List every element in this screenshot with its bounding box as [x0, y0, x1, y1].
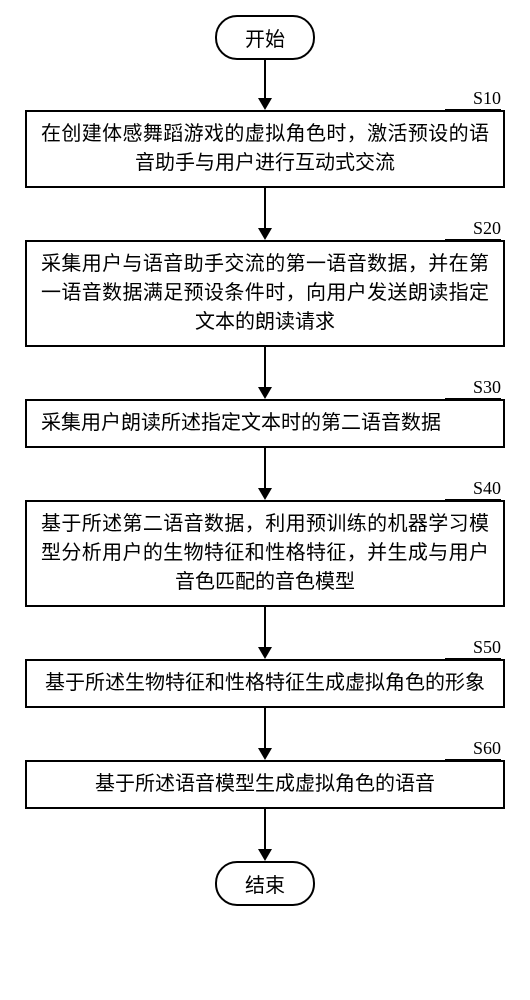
step-id-label: S40	[473, 478, 501, 499]
arrow	[258, 607, 272, 659]
process-box: 基于所述语音模型生成虚拟角色的语音	[25, 760, 505, 809]
arrow	[258, 708, 272, 760]
start-terminal: 开始	[215, 15, 315, 60]
process-box: 基于所述生物特征和性格特征生成虚拟角色的形象	[25, 659, 505, 708]
step-id-text: S20	[473, 218, 501, 238]
arrow-head-icon	[258, 387, 272, 399]
process-step: S60基于所述语音模型生成虚拟角色的语音	[25, 760, 505, 809]
arrow-line	[264, 708, 266, 748]
arrow-head-icon	[258, 228, 272, 240]
step-id-underline	[445, 398, 501, 399]
steps-mount: S10在创建体感舞蹈游戏的虚拟角色时，激活预设的语音助手与用户进行互动式交流 S2…	[25, 60, 505, 809]
arrow-line	[264, 448, 266, 488]
process-step: S30采集用户朗读所述指定文本时的第二语音数据	[25, 399, 505, 448]
step-id-underline	[445, 759, 501, 760]
step-id-underline	[445, 658, 501, 659]
end-terminal: 结束	[215, 861, 315, 906]
arrow	[258, 188, 272, 240]
step-id-label: S20	[473, 218, 501, 239]
step-id-underline	[445, 239, 501, 240]
arrow-line	[264, 607, 266, 647]
arrow-head-icon	[258, 98, 272, 110]
flowchart-container: 开始 S10在创建体感舞蹈游戏的虚拟角色时，激活预设的语音助手与用户进行互动式交…	[15, 15, 515, 906]
process-box: 采集用户与语音助手交流的第一语音数据，并在第一语音数据满足预设条件时，向用户发送…	[25, 240, 505, 347]
arrow-head-icon	[258, 647, 272, 659]
process-box: 采集用户朗读所述指定文本时的第二语音数据	[25, 399, 505, 448]
step-id-text: S60	[473, 738, 501, 758]
arrow-head-icon	[258, 748, 272, 760]
arrow	[258, 60, 272, 110]
step-id-text: S10	[473, 88, 501, 108]
step-id-underline	[445, 499, 501, 500]
process-step: S20采集用户与语音助手交流的第一语音数据，并在第一语音数据满足预设条件时，向用…	[25, 240, 505, 347]
arrow	[258, 448, 272, 500]
step-id-label: S30	[473, 377, 501, 398]
arrow-line	[264, 809, 266, 849]
arrow-to-end	[258, 809, 272, 861]
step-id-label: S10	[473, 88, 501, 109]
step-id-label: S50	[473, 637, 501, 658]
arrow-head-icon	[258, 488, 272, 500]
step-id-text: S50	[473, 637, 501, 657]
process-box: 在创建体感舞蹈游戏的虚拟角色时，激活预设的语音助手与用户进行互动式交流	[25, 110, 505, 188]
start-label: 开始	[245, 29, 285, 51]
process-step: S10在创建体感舞蹈游戏的虚拟角色时，激活预设的语音助手与用户进行互动式交流	[25, 110, 505, 188]
end-label: 结束	[245, 875, 285, 897]
process-box: 基于所述第二语音数据，利用预训练的机器学习模型分析用户的生物特征和性格特征，并生…	[25, 500, 505, 607]
step-id-text: S30	[473, 377, 501, 397]
arrow-line	[264, 188, 266, 228]
step-id-label: S60	[473, 738, 501, 759]
step-id-underline	[445, 109, 501, 110]
process-step: S40基于所述第二语音数据，利用预训练的机器学习模型分析用户的生物特征和性格特征…	[25, 500, 505, 607]
arrow-line	[264, 60, 266, 98]
step-id-text: S40	[473, 478, 501, 498]
arrow-line	[264, 347, 266, 387]
arrow-head-icon	[258, 849, 272, 861]
arrow	[258, 347, 272, 399]
process-step: S50基于所述生物特征和性格特征生成虚拟角色的形象	[25, 659, 505, 708]
